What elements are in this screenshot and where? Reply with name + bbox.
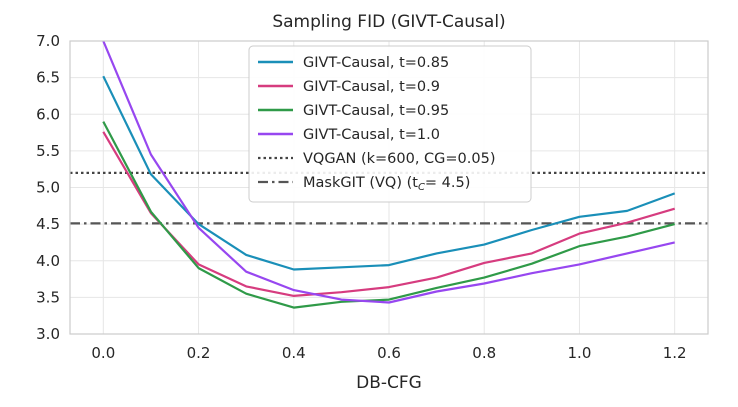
- legend-box: [248, 45, 532, 203]
- legend-label: GIVT-Causal, t=1.0: [303, 127, 440, 143]
- x-ticks: 0.0 0.2 0.4 0.6 0.8 1.0 1.2: [91, 344, 686, 362]
- x-tick-label: 0.0: [91, 344, 115, 362]
- y-tick-label: 6.5: [36, 69, 60, 87]
- series-line: [102, 75, 676, 271]
- x-tick-label: 0.2: [187, 344, 211, 362]
- y-tick-label: 5.5: [36, 142, 60, 160]
- y-ticks: 3.0 3.5 4.0 4.5 5.0 5.5 6.0 6.5 7.0: [36, 32, 60, 343]
- series-line: [102, 40, 675, 304]
- y-tick-label: 4.0: [36, 252, 60, 270]
- y-tick-label: 4.5: [36, 215, 60, 233]
- x-axis-label: DB-CFG: [356, 373, 422, 393]
- legend-label: VQGAN (k=600, CG=0.05): [303, 151, 496, 167]
- series-lines: [102, 40, 676, 309]
- legend: GIVT-Causal, t=0.85 GIVT-Causal, t=0.9 GIV…: [248, 45, 532, 203]
- legend-label: MaskGIT (VQ) (tC= 4.5): [303, 175, 470, 193]
- y-tick-label: 3.0: [36, 325, 60, 343]
- x-tick-label: 1.2: [663, 344, 687, 362]
- y-tick-label: 6.0: [36, 105, 60, 123]
- y-tick-label: 7.0: [36, 32, 60, 50]
- series-line: [102, 121, 675, 309]
- x-tick-label: 1.0: [568, 344, 592, 362]
- chart-title: Sampling FID (GIVT-Causal): [272, 12, 505, 32]
- legend-items: GIVT-Causal, t=0.85 GIVT-Causal, t=0.9 GIV…: [258, 55, 496, 193]
- x-tick-label: 0.4: [282, 344, 306, 362]
- y-tick-label: 3.5: [36, 288, 60, 306]
- legend-label: GIVT-Causal, t=0.9: [303, 79, 440, 95]
- legend-label: GIVT-Causal, t=0.85: [303, 55, 449, 71]
- y-tick-label: 5.0: [36, 179, 60, 197]
- plot-frame: [69, 40, 709, 335]
- x-tick-label: 0.8: [472, 344, 496, 362]
- series-line: [102, 131, 676, 297]
- legend-label: GIVT-Causal, t=0.95: [303, 103, 449, 119]
- x-tick-label: 0.6: [377, 344, 401, 362]
